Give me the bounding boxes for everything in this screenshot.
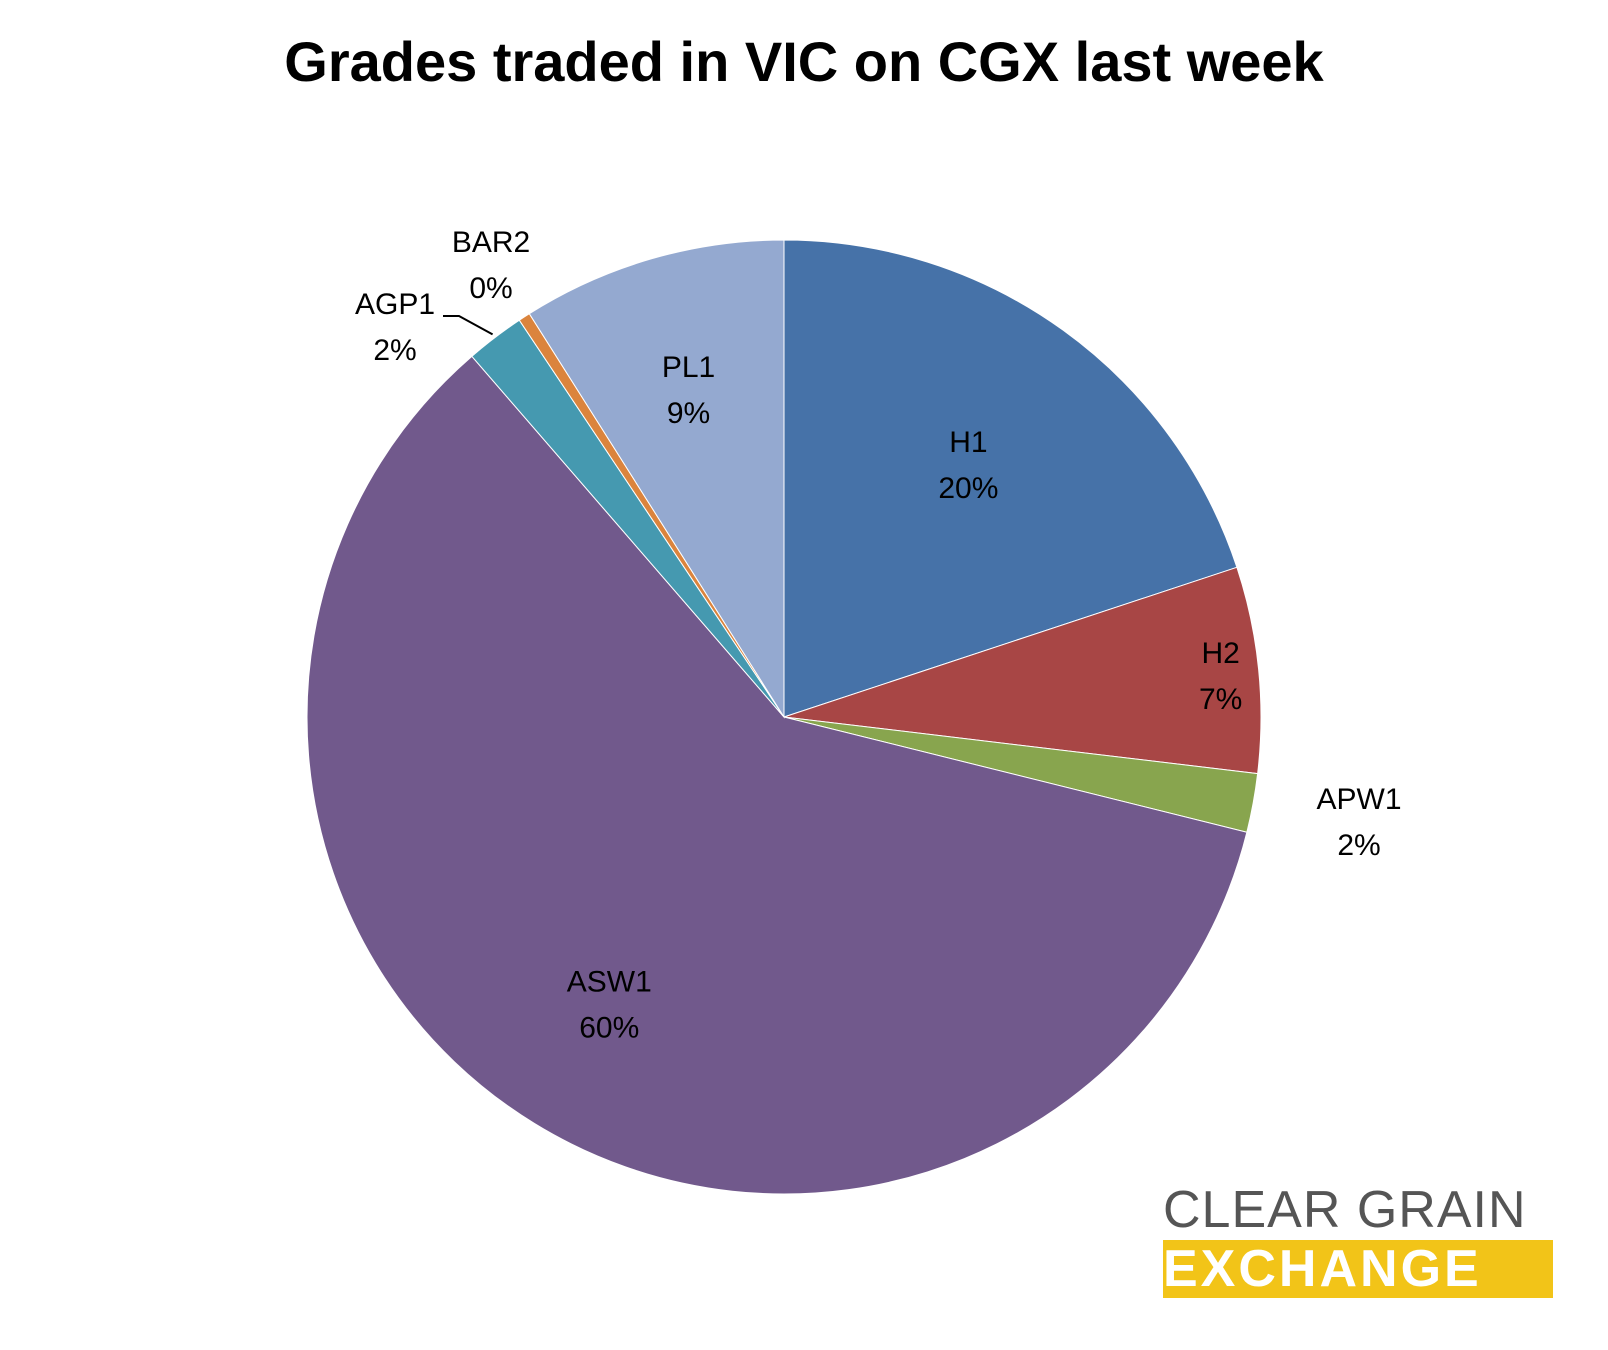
slice-percent-apw1: 2% [1337, 829, 1380, 862]
slice-label-agp1: AGP1 [355, 288, 435, 321]
pie-slice-pl1 [528, 239, 785, 719]
slice-label-bar2: BAR2 [452, 226, 530, 259]
chart-title: Grades traded in VIC on CGX last week [284, 30, 1324, 93]
slice-percent-h1: 20% [938, 472, 998, 505]
leader-line-agp1 [443, 315, 494, 336]
pie-slice-asw1 [306, 355, 1248, 1195]
pie-slice-h1 [783, 239, 1238, 718]
slice-label-apw1: APW1 [1316, 783, 1401, 816]
slice-label-pl1: PL1 [662, 351, 715, 384]
logo-line-2: EXCHANGE [1163, 1240, 1553, 1298]
slice-label-h1: H1 [949, 426, 987, 459]
slice-percent-agp1: 2% [373, 334, 416, 367]
pie-slices [306, 239, 1262, 1195]
slice-percent-pl1: 9% [667, 397, 710, 430]
slice-labels: H1 20% H2 7% APW1 2% ASW1 60% AGP1 2% BAR2 0% PL1 9% [355, 226, 1402, 1045]
logo-line-1: CLEAR GRAIN [1163, 1181, 1527, 1239]
clear-grain-exchange-logo: CLEAR GRAIN EXCHANGE [1163, 1184, 1553, 1298]
pie-slice-h2 [783, 566, 1262, 775]
slice-percent-asw1: 60% [579, 1012, 639, 1045]
slice-label-h2: H2 [1201, 637, 1239, 670]
slice-percent-bar2: 0% [469, 272, 512, 305]
leader-lines [443, 315, 494, 336]
slice-label-asw1: ASW1 [567, 966, 652, 999]
slice-percent-h2: 7% [1199, 683, 1242, 716]
